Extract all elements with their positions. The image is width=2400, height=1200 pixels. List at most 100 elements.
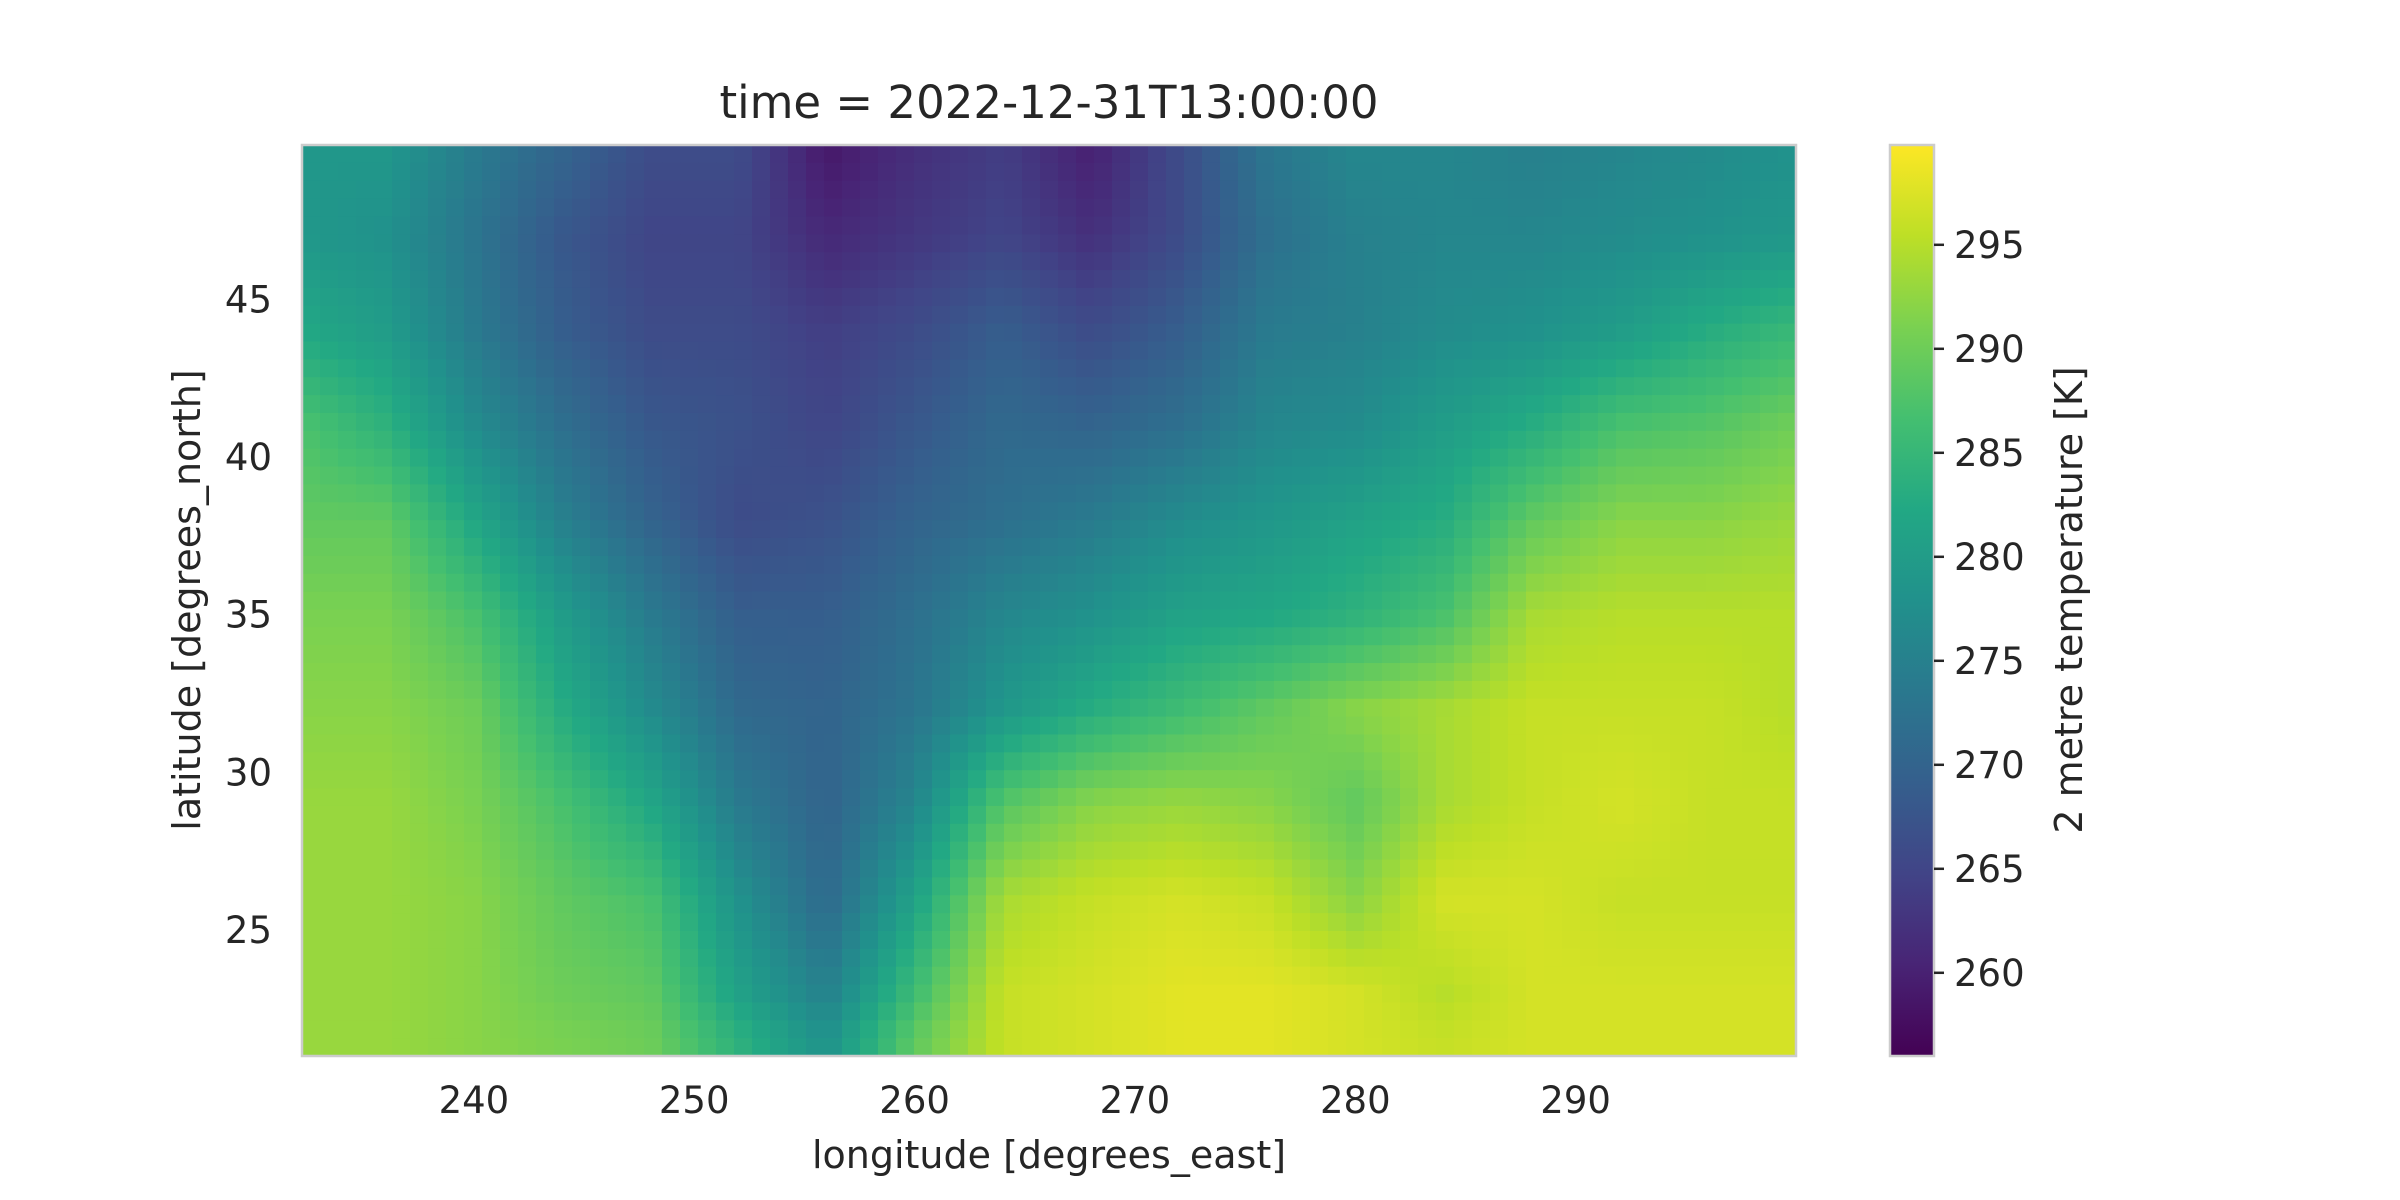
heatmap-cell (1724, 877, 1743, 896)
heatmap-cell (662, 270, 681, 289)
heatmap-cell (1220, 877, 1239, 896)
heatmap-cell (428, 430, 447, 450)
heatmap-cell (1184, 520, 1203, 539)
heatmap-cell (1598, 841, 1617, 861)
heatmap-cell (1490, 537, 1509, 557)
heatmap-cell (1364, 484, 1383, 503)
heatmap-cell (914, 859, 933, 878)
heatmap-cell (1742, 270, 1761, 289)
heatmap-cell (932, 895, 951, 914)
heatmap-cell (1310, 716, 1329, 736)
heatmap-cell (1454, 930, 1473, 950)
heatmap-cell (1382, 555, 1401, 575)
heatmap-cell (446, 913, 465, 932)
heatmap-cell (338, 645, 357, 664)
heatmap-cell (1418, 877, 1437, 896)
heatmap-cell (1310, 1020, 1329, 1039)
heatmap-cell (1112, 341, 1131, 360)
heatmap-cell (1490, 805, 1509, 825)
heatmap-cell (1544, 341, 1563, 360)
heatmap-cell (1400, 734, 1419, 753)
heatmap-cell (1598, 698, 1617, 718)
heatmap-cell (1436, 448, 1455, 468)
heatmap-cell (1148, 895, 1167, 914)
heatmap-cell (1094, 591, 1113, 611)
heatmap-cell (1292, 359, 1311, 378)
heatmap-cell (1364, 877, 1383, 896)
heatmap-cell (536, 1038, 555, 1057)
heatmap-cell (1670, 198, 1689, 218)
heatmap-cell (1346, 680, 1365, 700)
heatmap-cell (482, 395, 501, 414)
heatmap-cell (878, 270, 897, 289)
heatmap-cell (986, 913, 1005, 932)
heatmap-cell (824, 555, 843, 575)
heatmap-cell (788, 323, 807, 343)
heatmap-cell (1292, 234, 1311, 253)
heatmap-cell (986, 145, 1005, 164)
heatmap-cell (914, 698, 933, 718)
heatmap-cell (1760, 645, 1779, 664)
heatmap-cell (302, 663, 321, 682)
heatmap-cell (1526, 341, 1545, 360)
heatmap-cell (464, 913, 483, 932)
heatmap-cell (1616, 502, 1635, 521)
heatmap-cell (644, 805, 663, 825)
heatmap-cell (1148, 930, 1167, 950)
heatmap-cell (302, 913, 321, 932)
heatmap-cell (482, 752, 501, 771)
heatmap-cell (1382, 966, 1401, 986)
heatmap-cell (1328, 484, 1347, 503)
heatmap-cell (644, 841, 663, 861)
heatmap-cell (392, 841, 411, 861)
heatmap-cell (1544, 287, 1563, 307)
heatmap-cell (968, 555, 987, 575)
heatmap-cell (770, 609, 789, 628)
heatmap-cell (626, 145, 645, 164)
heatmap-cell (1778, 948, 1797, 968)
heatmap-cell (1022, 966, 1041, 986)
heatmap-cell (896, 555, 915, 575)
heatmap-cell (1634, 484, 1653, 503)
heatmap-cell (1616, 466, 1635, 485)
heatmap-cell (1490, 698, 1509, 718)
heatmap-cell (1382, 412, 1401, 432)
heatmap-cell (1706, 841, 1725, 861)
heatmap-cell (1364, 377, 1383, 396)
heatmap-cell (464, 573, 483, 593)
heatmap-cell (1418, 734, 1437, 753)
heatmap-cell (1508, 698, 1527, 718)
heatmap-cell (500, 984, 519, 1004)
heatmap-cell (1544, 216, 1563, 235)
heatmap-cell (1058, 573, 1077, 593)
heatmap-cell (860, 877, 879, 896)
heatmap-cell (1670, 913, 1689, 932)
heatmap-cell (626, 573, 645, 593)
heatmap-cell (1364, 252, 1383, 271)
heatmap-cell (1058, 537, 1077, 557)
heatmap-cell (770, 216, 789, 235)
heatmap-cell (1436, 252, 1455, 271)
heatmap-cell (1076, 520, 1095, 539)
heatmap-cell (1526, 770, 1545, 789)
heatmap-cell (1706, 734, 1725, 753)
heatmap-cell (1076, 841, 1095, 861)
heatmap-cell (1508, 788, 1527, 807)
heatmap-cell (1400, 520, 1419, 539)
heatmap-cell (1742, 555, 1761, 575)
heatmap-cell (914, 734, 933, 753)
heatmap-cell (896, 609, 915, 628)
heatmap-cell (1706, 537, 1725, 557)
heatmap-cell (1418, 341, 1437, 360)
heatmap-cell (518, 377, 537, 396)
heatmap-cell (1508, 1020, 1527, 1039)
heatmap-cell (1598, 502, 1617, 521)
heatmap-cell (428, 591, 447, 611)
heatmap-cell (590, 359, 609, 378)
heatmap-cell (1364, 805, 1383, 825)
heatmap-cell (1418, 645, 1437, 664)
heatmap-cell (1094, 627, 1113, 646)
heatmap-cell (1076, 913, 1095, 932)
heatmap-cell (806, 377, 825, 396)
heatmap-cell (1094, 287, 1113, 307)
